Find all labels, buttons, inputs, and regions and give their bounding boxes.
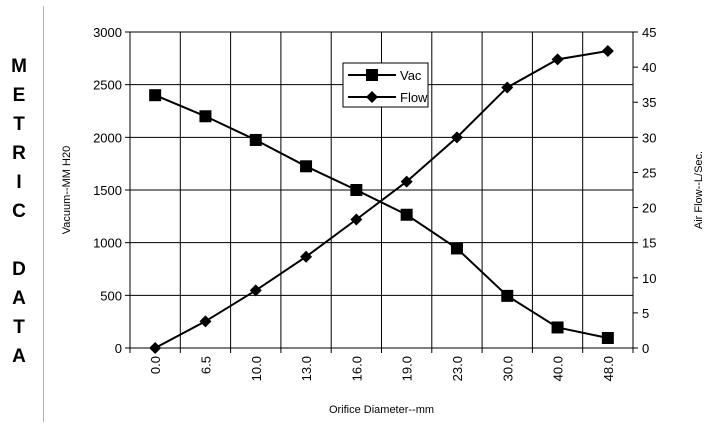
series <box>149 44 614 354</box>
x-tick-label: 30.0 <box>500 356 515 381</box>
y2-tick-label: 5 <box>642 306 649 321</box>
frame-divider <box>43 6 44 422</box>
data-point <box>149 89 162 102</box>
y2-tick-label: 25 <box>642 165 656 180</box>
legend-marker <box>366 69 378 81</box>
x-tick-label: 23.0 <box>450 356 465 381</box>
x-tick-label: 19.0 <box>400 356 415 381</box>
y2-tick-label: 15 <box>642 236 656 251</box>
data-point <box>501 289 514 302</box>
x-tick-label: 13.0 <box>299 356 314 381</box>
data-point <box>450 131 463 144</box>
side-letter: D <box>12 259 26 280</box>
y-tick-label: 3000 <box>93 25 122 40</box>
x-tick-label: 48.0 <box>601 356 616 381</box>
y-tick-label: 0 <box>115 341 122 356</box>
data-point <box>300 160 313 173</box>
side-letter: I <box>16 172 22 193</box>
side-letter: M <box>11 56 27 77</box>
data-point <box>199 110 212 123</box>
y-tick-label: 1500 <box>93 183 122 198</box>
y2-axis-label: Air Flow--L/Sec. <box>693 151 705 229</box>
data-point <box>350 213 363 226</box>
side-letter: T <box>13 114 25 135</box>
side-letter: A <box>12 288 26 309</box>
side-letter: R <box>12 143 26 164</box>
data-point <box>350 184 363 196</box>
x-tick-label: 0.0 <box>148 356 163 374</box>
data-point <box>400 208 413 221</box>
series-flow <box>149 44 614 354</box>
y-tick-label: 500 <box>100 288 122 303</box>
x-tick-label: 6.5 <box>198 356 213 374</box>
side-letter: A <box>12 346 26 367</box>
data-point <box>149 342 162 354</box>
y2-tick-label: 20 <box>642 201 656 216</box>
side-letter: E <box>12 85 26 106</box>
x-tick-label: 16.0 <box>349 356 364 381</box>
x-tick-label: 10.0 <box>249 356 264 381</box>
legend-marker <box>366 91 378 103</box>
y-tick-label: 1000 <box>93 236 122 251</box>
data-point <box>300 250 313 263</box>
axes: 0 500 1000 1500 2000 2500 3000 0 5 10 15 20 25 30 35 40… <box>93 25 656 381</box>
y2-tick-label: 30 <box>642 130 656 145</box>
legend-label: Vac <box>400 68 422 83</box>
data-point <box>199 315 212 328</box>
data-point <box>551 321 564 334</box>
data-point <box>249 133 262 146</box>
y2-tick-label: 0 <box>642 341 649 356</box>
data-point <box>501 81 514 94</box>
x-tick-label: 40.0 <box>551 356 566 381</box>
y2-tick-label: 40 <box>642 60 656 75</box>
legend: Vac Flow <box>342 62 429 108</box>
legend-label: Flow <box>400 90 428 105</box>
data-point <box>601 331 614 344</box>
y-tick-label: 2500 <box>93 78 122 93</box>
side-letter: C <box>12 201 26 222</box>
y-axis-label: Vacuum--MM H20 <box>61 146 73 234</box>
y2-tick-label: 35 <box>642 95 656 110</box>
data-point <box>551 53 564 66</box>
x-axis-label: Orifice Diameter--mm <box>329 404 434 416</box>
y2-tick-label: 10 <box>642 271 656 286</box>
series-line <box>154 49 609 349</box>
data-point <box>249 284 262 297</box>
side-letter: T <box>13 317 25 338</box>
data-point <box>400 175 413 188</box>
data-point <box>450 242 463 255</box>
series-line <box>154 94 609 339</box>
series-vac <box>149 89 614 344</box>
y-tick-label: 2000 <box>93 130 122 145</box>
y2-tick-label: 45 <box>642 25 656 40</box>
data-point <box>601 44 614 57</box>
legend-box <box>342 62 429 108</box>
